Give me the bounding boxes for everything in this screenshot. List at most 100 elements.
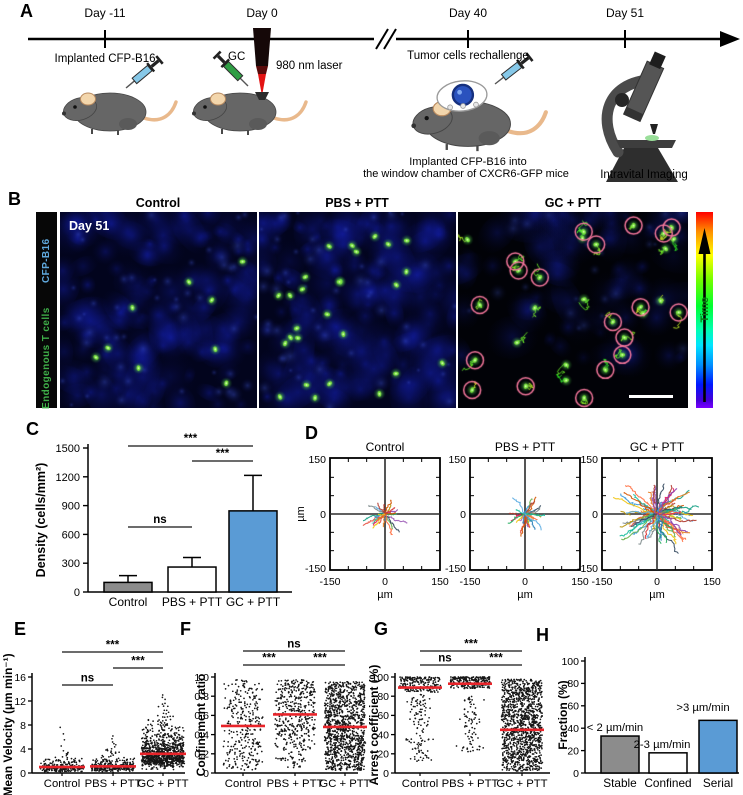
points (39, 694, 186, 774)
svg-text:0: 0 (654, 576, 660, 588)
bar-PBS + PTT (167, 566, 217, 593)
endogenous-t-cells-label: Endogenous T cells (41, 307, 52, 409)
panel-b-label: B (8, 189, 21, 209)
scale-bar (629, 395, 673, 398)
y-tick-label: 80 (377, 691, 389, 703)
bar-annotation: >3 µm/min (676, 702, 729, 714)
y-tick-label: 900 (62, 501, 80, 513)
y-tick-label: 1200 (56, 472, 80, 484)
y-tick-label: 40 (377, 729, 389, 741)
y-tick-label: 0 (20, 768, 26, 780)
density-bar-chart: 0 300 600 900 1200 1500 Density (cells/mm²) Con… (34, 433, 292, 609)
bar-Stable (600, 735, 640, 774)
y-tick-label: 300 (62, 558, 80, 570)
day51-tag: Day 51 (69, 219, 110, 233)
median-line (90, 765, 136, 768)
svg-text:-150: -150 (445, 563, 466, 575)
svg-text:-150: -150 (577, 563, 598, 575)
significance-label: ns (287, 639, 300, 651)
time-label: Time (698, 297, 711, 323)
bar-annotation: < 2 µm/min (587, 722, 643, 734)
rechallenge-label: Tumor cells rechallenge (407, 50, 529, 62)
y-tick-label: 12 (14, 696, 26, 708)
x-category-label: Control (225, 778, 261, 790)
day-label-minus11: Day -11 (84, 6, 126, 20)
bar-Serial (698, 719, 738, 774)
y-tick-label: 0.6 (194, 710, 209, 722)
cfp-b16-label: CFP-B16 (41, 238, 52, 284)
significance-label: *** (489, 653, 503, 665)
svg-text:150: 150 (703, 576, 721, 588)
y-axis-label: Density (cells/mm²) (34, 463, 48, 578)
svg-text:0: 0 (460, 509, 466, 521)
imaging-label: Intravital Imaging (600, 169, 688, 181)
svg-text:150: 150 (448, 454, 466, 466)
y-tick-label: 100 (371, 672, 389, 684)
gc-label: GC (228, 51, 246, 63)
median-line (273, 713, 317, 716)
points (222, 679, 367, 771)
x-category-label: PBS + PTT (85, 778, 142, 790)
svg-text:0: 0 (592, 509, 598, 521)
x-category-label: GC + PTT (137, 778, 188, 790)
track-plot-title: Control (366, 440, 405, 454)
y-tick-label: 0.2 (194, 749, 209, 761)
svg-text:150: 150 (431, 576, 449, 588)
bar-GC + PTT (228, 510, 278, 593)
window-caption-line2: the window chamber of CXCR6-GFP mice (363, 168, 569, 180)
svg-text:-150: -150 (459, 576, 480, 588)
x-category-label: Control (44, 778, 80, 790)
y-axis-label: Fraction (%) (556, 680, 570, 749)
y-tick-label: 0 (203, 768, 209, 780)
svg-text:150: 150 (580, 454, 598, 466)
window-chamber-icon (436, 80, 488, 112)
y-axis-label: Mean Velocity (µm min⁻¹) (1, 653, 15, 795)
y-tick-label: 0 (383, 768, 389, 780)
significance-label: *** (106, 640, 120, 652)
median-line (140, 752, 186, 756)
syringe-icon (125, 55, 164, 89)
syringe-icon (212, 50, 249, 87)
x-category-label: GC + PTT (319, 778, 370, 790)
significance-label: *** (131, 656, 145, 668)
time-arrow-icon (698, 228, 711, 402)
x-axis-label: µm (517, 589, 533, 601)
y-tick-label: 8 (20, 720, 26, 732)
significance-label: ns (153, 514, 166, 526)
median-line (500, 728, 544, 732)
x-category-label: PBS + PTT (162, 595, 223, 609)
panel-c-label: C (26, 419, 39, 439)
panel-d-label: D (305, 423, 318, 443)
window-caption-line1: Implanted CFP-B16 into (409, 156, 527, 168)
panel-g-label: G (374, 619, 389, 639)
y-axis-label: µm (295, 506, 307, 522)
y-tick-label: 60 (567, 701, 579, 713)
panel-h-label: H (536, 625, 549, 645)
y-axis-label: Arrest coefficient (%) (367, 665, 381, 786)
x-category-label: PBS + PTT (442, 778, 499, 790)
day-label-0: Day 0 (246, 6, 278, 20)
x-category-label: Control (109, 595, 148, 609)
significance-label: ns (438, 653, 451, 665)
side-label-strip: CFP-B16 Endogenous T cells (36, 212, 57, 409)
y-tick-label: 0.8 (194, 691, 209, 703)
median-line (398, 686, 442, 689)
svg-text:0: 0 (522, 576, 528, 588)
bar-Control (103, 581, 153, 593)
panel-e-label: E (14, 619, 27, 639)
significance-label: *** (464, 639, 478, 651)
mouse-icon (192, 92, 308, 135)
track-plot-title: GC + PTT (630, 440, 685, 454)
tracks-PBS + PTT (507, 496, 546, 537)
micro-image-pbs-ptt (259, 212, 456, 408)
x-category-label: PBS + PTT (267, 778, 324, 790)
image-column-title-gc-ptt: GC + PTT (544, 196, 602, 210)
points (399, 676, 544, 772)
laser-device-icon (253, 28, 271, 66)
bar-Confined (648, 752, 688, 774)
